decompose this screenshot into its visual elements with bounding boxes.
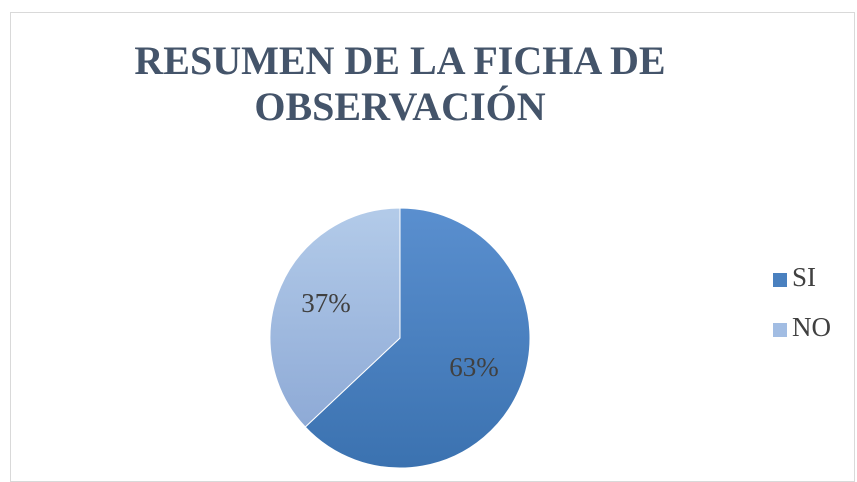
chart: 63% SI 37% NO	[269, 207, 831, 469]
page: {"chart_data": {"type": "pie", "title": …	[10, 12, 855, 482]
legend-label: SI	[792, 262, 816, 292]
data-label: 37%	[301, 288, 351, 318]
pie-slice	[269, 207, 401, 428]
data-label: 63%	[449, 352, 499, 382]
legend-label: NO	[792, 312, 831, 342]
pie-slice	[304, 207, 531, 469]
legend-swatch	[773, 273, 787, 287]
legend-swatch	[773, 323, 787, 337]
chart-title: RESUMEN DE LA FICHA DE OBSERVACIÓN	[134, 38, 666, 129]
